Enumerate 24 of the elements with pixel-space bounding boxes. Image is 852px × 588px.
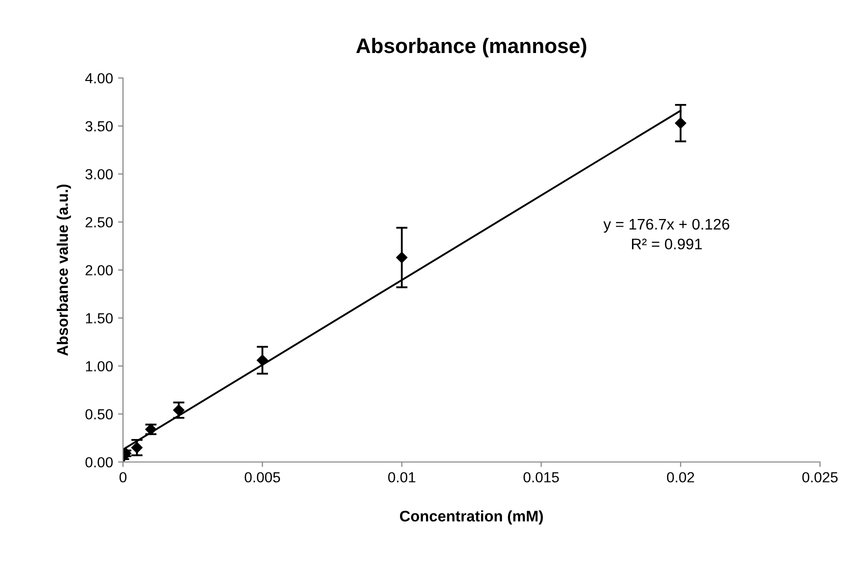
x-tick-label: 0.02	[666, 472, 694, 482]
point	[256, 354, 268, 366]
y-tick-label: 1.50	[86, 313, 113, 324]
y-tick-label: 3.50	[85, 121, 113, 132]
y-tick-label: 4.00	[85, 73, 113, 84]
point	[674, 118, 686, 129]
chart-title: Absorbance (mannose)	[356, 38, 586, 58]
x-tick-label: 0	[120, 472, 126, 482]
point	[396, 252, 408, 264]
point	[131, 442, 143, 454]
y-tick-label: 2.00	[86, 265, 113, 276]
y-tick-label: 2.50	[86, 217, 113, 228]
y-tick-label: 0.00	[85, 457, 113, 468]
x-axis-title: Concentration (mM)	[400, 510, 543, 525]
x-tick-label: 0.005	[244, 472, 280, 482]
x-tick-label: 0.025	[802, 472, 838, 482]
y-tick-label: 0.50	[85, 409, 113, 420]
x-tick-label: 0.015	[524, 472, 559, 482]
y-axis-title: Absorbance value (a.u.)	[56, 184, 72, 356]
x-tick-label: 0.01	[388, 472, 416, 482]
y-tick-label: 3.00	[85, 169, 113, 180]
point	[173, 404, 184, 416]
y-tick-label: 1.00	[86, 361, 113, 372]
annotation: y = 176.7x + 0.126 R² = 0.991	[603, 218, 730, 250]
